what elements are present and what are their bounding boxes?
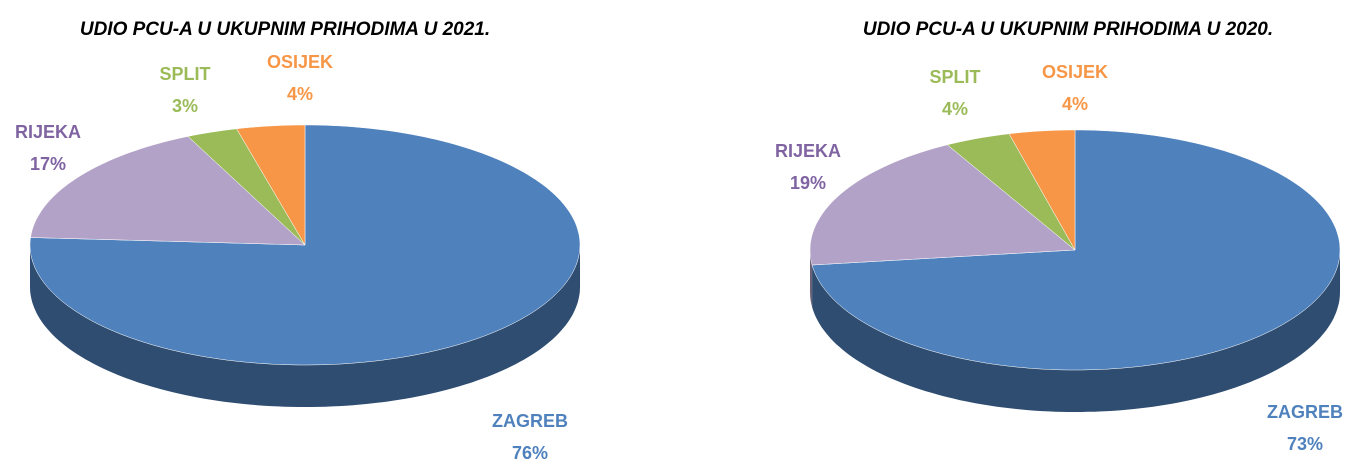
value-label: 4% <box>942 99 968 119</box>
chart-title: UDIO PCU-A U UKUPNIM PRIHODIMA U 2020. <box>863 19 1273 40</box>
pie-side <box>810 250 813 307</box>
pie-slice <box>187 128 306 246</box>
category-label: ZAGREB <box>492 411 568 431</box>
value-label: 4% <box>1062 94 1088 114</box>
chart-title: UDIO PCU-A U UKUPNIM PRIHODIMA U 2021. <box>80 19 490 40</box>
value-label: 19% <box>790 173 826 193</box>
category-label: RIJEKA <box>775 141 841 161</box>
value-label: 4% <box>287 84 313 104</box>
category-label: OSIJEK <box>267 52 333 72</box>
category-label: RIJEKA <box>15 122 81 142</box>
pie-slice <box>946 133 1076 251</box>
category-label: SPLIT <box>159 64 210 84</box>
value-label: 17% <box>30 154 66 174</box>
category-label: SPLIT <box>929 67 980 87</box>
pie-slice <box>1008 129 1076 251</box>
value-label: 76% <box>512 443 548 461</box>
pie-slice <box>809 144 1076 266</box>
pie-slice <box>236 124 306 246</box>
value-label: 3% <box>172 96 198 116</box>
pie-side <box>812 250 1340 412</box>
pie-slice <box>30 136 306 246</box>
pie-slice <box>811 129 1341 371</box>
category-label: ZAGREB <box>1267 402 1343 422</box>
pie-side <box>30 245 580 407</box>
value-label: 73% <box>1287 434 1323 454</box>
category-label: OSIJEK <box>1042 62 1108 82</box>
